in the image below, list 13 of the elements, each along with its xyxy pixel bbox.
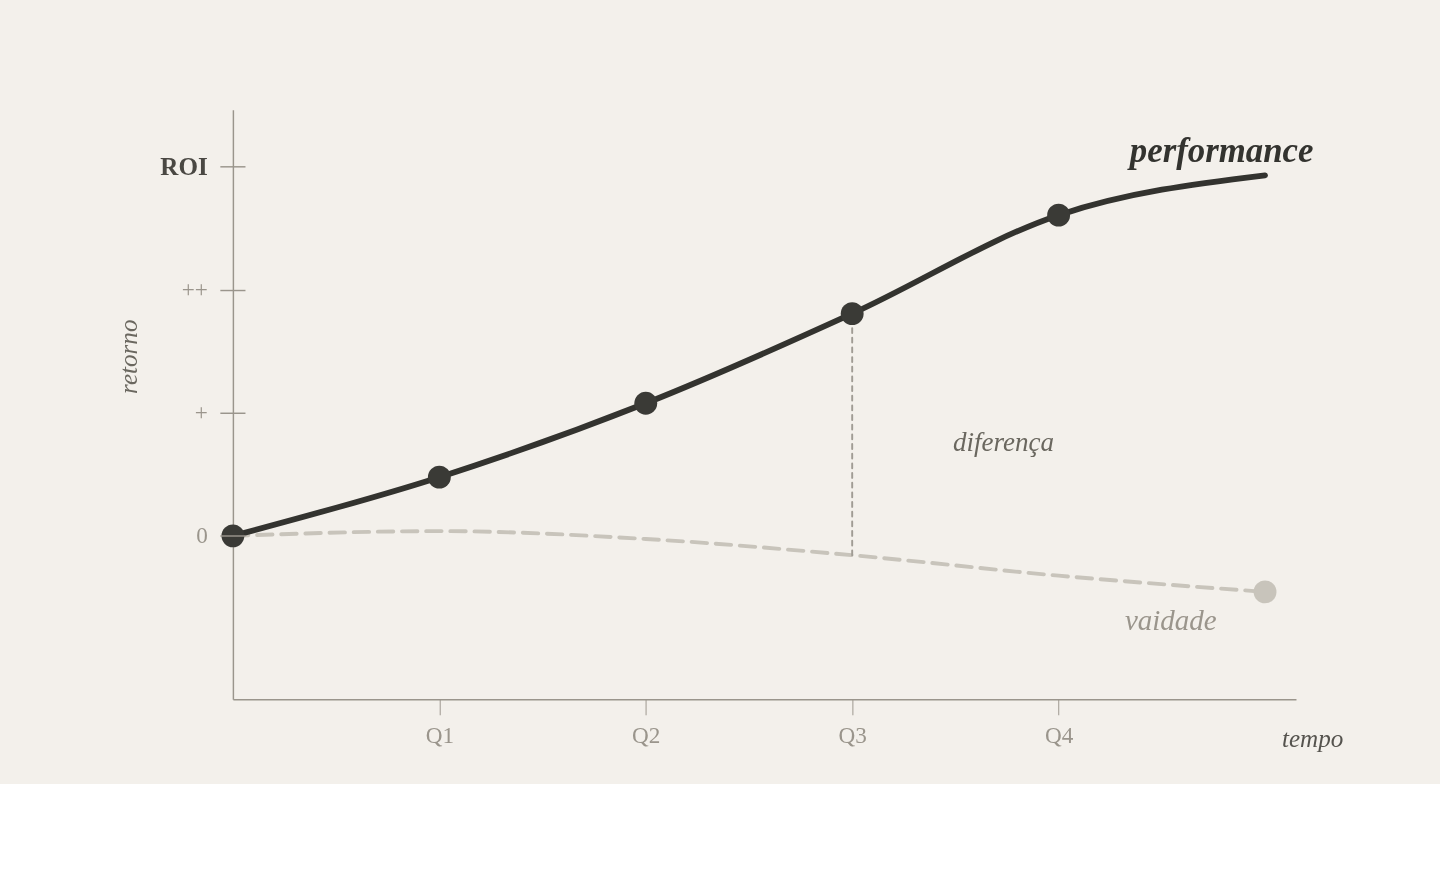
x-axis-title: tempo <box>1281 725 1344 753</box>
text: ++ <box>181 276 208 303</box>
text: 0 <box>196 521 208 548</box>
x-tick-label: Q2 <box>632 722 661 749</box>
annotation: diferença <box>952 426 1055 457</box>
text: ROI <box>160 152 208 180</box>
x-tick-label: Q1 <box>425 722 454 749</box>
series-label: performance <box>1126 130 1314 170</box>
y-axis-title: retorno <box>114 319 142 394</box>
x-tick-label: Q3 <box>838 722 867 749</box>
x-tick-label: Q4 <box>1044 722 1074 749</box>
text: + <box>194 399 208 426</box>
series-label: vaidade <box>1124 603 1217 636</box>
